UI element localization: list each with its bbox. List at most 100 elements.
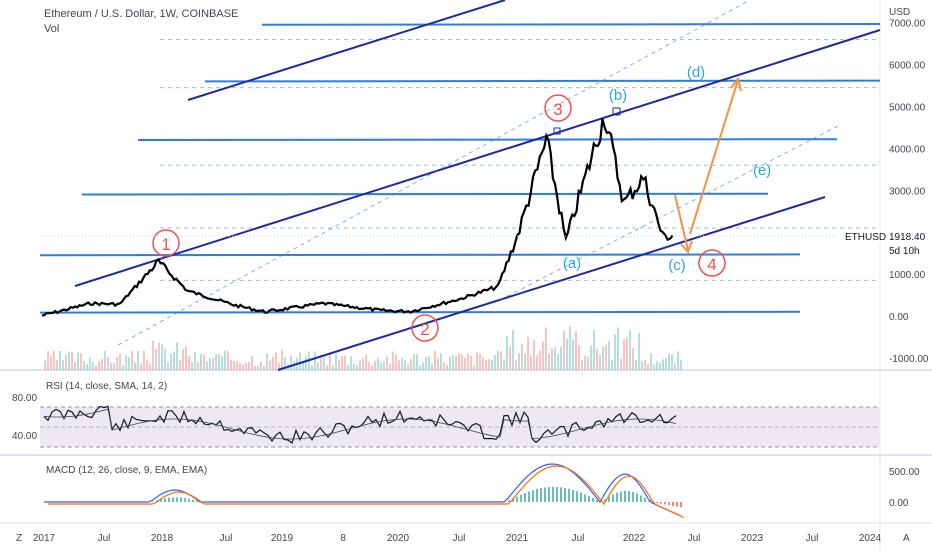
macd-histogram-bar bbox=[184, 497, 186, 502]
volume-bar bbox=[218, 353, 220, 370]
volume-bar bbox=[368, 362, 370, 370]
volume-bar bbox=[347, 364, 349, 370]
volume-bar bbox=[338, 359, 340, 370]
volume-bar bbox=[635, 359, 637, 370]
volume-bar bbox=[128, 356, 130, 370]
volume-bar bbox=[155, 348, 157, 370]
volume-bar bbox=[620, 358, 622, 370]
volume-bar bbox=[344, 355, 346, 370]
volume-bar bbox=[650, 353, 652, 370]
level-line bbox=[261, 23, 881, 26]
volume-bar bbox=[200, 353, 202, 370]
volume-bar bbox=[545, 327, 547, 370]
volume-bar bbox=[86, 364, 88, 370]
volume-bar bbox=[284, 356, 286, 370]
volume-bar bbox=[92, 361, 94, 370]
volume-bar bbox=[134, 362, 136, 370]
macd-histogram-bar bbox=[612, 494, 614, 502]
volume-bar bbox=[467, 353, 469, 370]
time-tick: 2021 bbox=[506, 533, 529, 544]
volume-bar bbox=[224, 350, 226, 370]
volume-bar bbox=[410, 358, 412, 370]
volume-bar bbox=[470, 355, 472, 370]
level-line bbox=[39, 253, 801, 257]
volume-bar bbox=[359, 360, 361, 370]
macd-histogram-bar bbox=[664, 502, 666, 505]
price-axis-ticks: 7000.00 6000.00 5000.00 4000.00 3000.00 1000.… bbox=[889, 19, 929, 365]
volume-bar bbox=[446, 364, 448, 370]
projection-down-arrowhead bbox=[680, 240, 693, 254]
wave-3-label: 3 bbox=[553, 100, 562, 119]
volume-bar bbox=[602, 346, 604, 370]
volume-bar bbox=[587, 356, 589, 370]
auto-scale-button[interactable]: A bbox=[903, 533, 910, 544]
macd-histogram-bar bbox=[192, 499, 194, 502]
macd-tick-500: 500.00 bbox=[889, 467, 920, 478]
volume-bar bbox=[290, 355, 292, 370]
price-tick: -1000.00 bbox=[889, 354, 929, 365]
volume-bar bbox=[146, 359, 148, 370]
volume-bar bbox=[98, 361, 100, 370]
volume-bar bbox=[578, 345, 580, 370]
macd-histogram-bar bbox=[668, 502, 670, 506]
volume-bar bbox=[227, 351, 229, 370]
volume-bar bbox=[623, 339, 625, 370]
volume-bar bbox=[203, 354, 205, 370]
macd-histogram-bar bbox=[672, 502, 674, 506]
volume-bar bbox=[95, 365, 97, 370]
volume-bar bbox=[557, 353, 559, 370]
volume-bar bbox=[164, 348, 166, 370]
macd-histogram-bar bbox=[508, 500, 510, 502]
volume-bar bbox=[65, 354, 67, 370]
macd-histogram-bar bbox=[580, 492, 582, 502]
volume-bar bbox=[113, 363, 115, 370]
volume-bar bbox=[221, 356, 223, 370]
macd-histogram-bar bbox=[560, 487, 562, 502]
volume-bar bbox=[629, 330, 631, 370]
last-price: 1918.40 bbox=[889, 232, 926, 243]
macd-histogram-bar bbox=[608, 496, 610, 502]
macd-histogram-bar bbox=[188, 498, 190, 502]
volume-bar bbox=[245, 362, 247, 370]
macd-histogram-bar bbox=[676, 502, 678, 507]
symbol-badge bbox=[838, 229, 880, 243]
timezone-button[interactable]: Z bbox=[16, 533, 22, 544]
volume-bar bbox=[644, 359, 646, 370]
volume-bar bbox=[395, 353, 397, 370]
level-line bbox=[39, 310, 801, 314]
macd-histogram-bar bbox=[644, 497, 646, 502]
time-tick: 2020 bbox=[387, 533, 410, 544]
price-tick: 5000.00 bbox=[889, 103, 926, 114]
countdown: 5d 10h bbox=[889, 246, 920, 257]
volume-bar bbox=[647, 363, 649, 370]
macd-histogram-bar bbox=[532, 490, 534, 502]
volume-bar bbox=[593, 329, 595, 370]
volume-bar bbox=[107, 357, 109, 370]
volume-bar bbox=[260, 361, 262, 370]
volume-bar bbox=[179, 360, 181, 370]
volume-bar bbox=[398, 360, 400, 370]
time-tick: Jul bbox=[806, 533, 819, 544]
time-tick: Jul bbox=[572, 533, 585, 544]
time-tick: 2023 bbox=[741, 533, 764, 544]
volume-bar bbox=[476, 352, 478, 370]
macd-signal-line bbox=[48, 465, 685, 519]
volume-bar bbox=[509, 347, 511, 370]
macd-histogram-bar bbox=[528, 491, 530, 502]
volume-bar bbox=[272, 356, 274, 370]
volume-bar bbox=[68, 351, 70, 370]
volume-bar bbox=[443, 362, 445, 370]
volume-bar bbox=[575, 331, 577, 370]
volume-bar bbox=[377, 357, 379, 370]
wave-d-label: (d) bbox=[687, 64, 705, 81]
macd-histogram-bar bbox=[164, 498, 166, 502]
volume-bar bbox=[383, 361, 385, 370]
volume-bar bbox=[173, 351, 175, 370]
volume-bar bbox=[323, 356, 325, 370]
wave-4-circle bbox=[698, 249, 726, 277]
channel-upper-line bbox=[74, 29, 881, 287]
wave-3-circle bbox=[544, 94, 572, 122]
macd-histogram-bar bbox=[632, 491, 634, 502]
time-tick: 2024 bbox=[859, 533, 882, 544]
